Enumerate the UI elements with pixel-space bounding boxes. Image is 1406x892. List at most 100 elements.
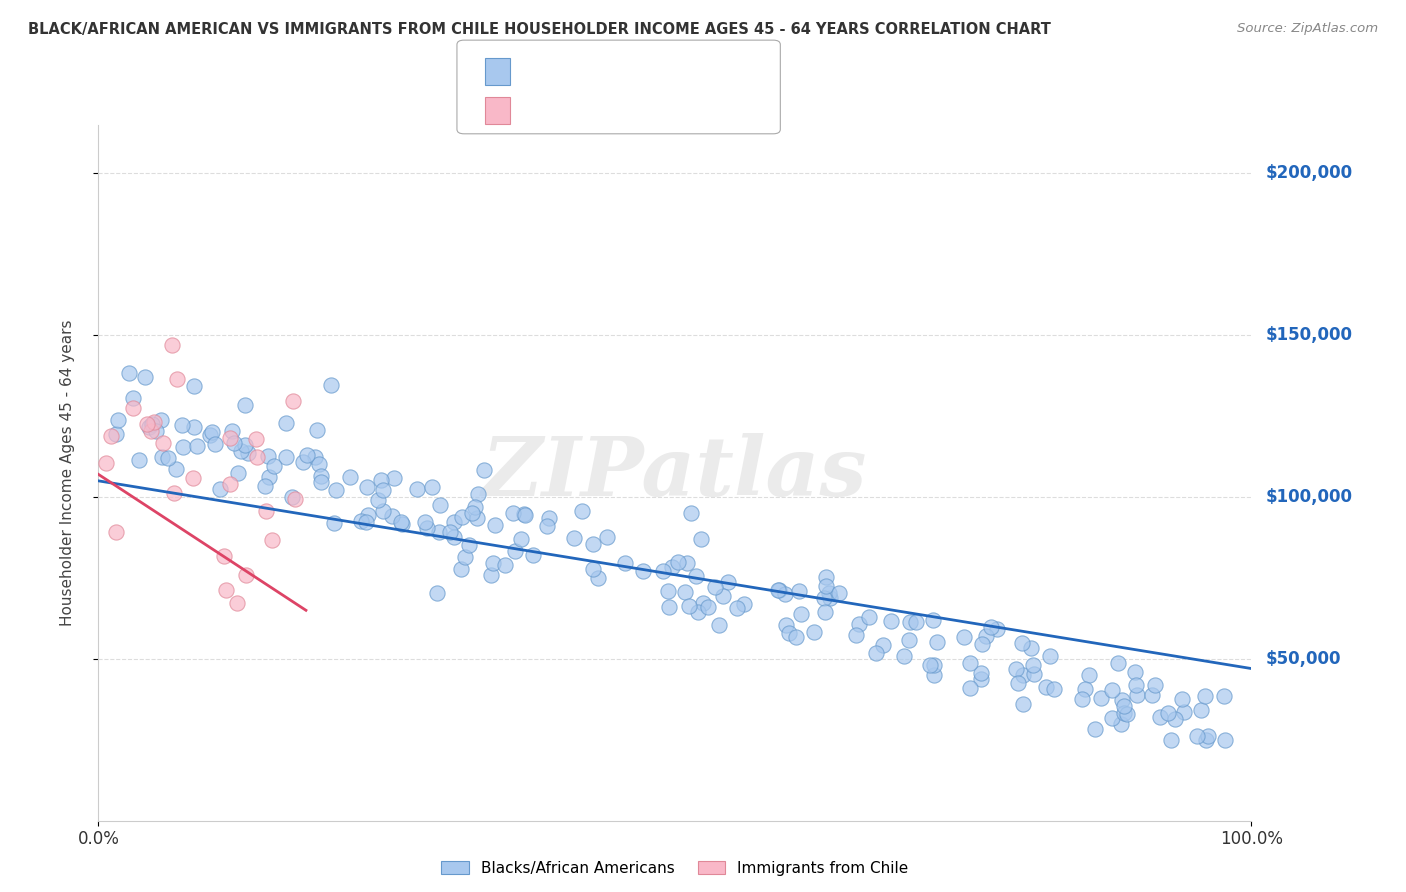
Point — [1187, 729, 1209, 743]
Point — [284, 491, 307, 506]
Point — [1189, 703, 1212, 717]
Point — [1194, 689, 1216, 703]
Point — [256, 449, 278, 463]
Point — [1101, 710, 1123, 724]
Point — [897, 632, 920, 647]
Point — [814, 606, 837, 620]
Point — [186, 439, 208, 453]
Point — [118, 366, 141, 380]
Point — [1071, 692, 1094, 706]
Point — [122, 391, 145, 405]
Text: R =: R = — [522, 64, 557, 79]
Point — [980, 620, 1002, 634]
Point — [666, 555, 689, 569]
Point — [970, 673, 993, 687]
Point — [100, 429, 122, 443]
Point — [235, 397, 257, 411]
Point — [254, 504, 277, 518]
Point — [502, 506, 524, 520]
Point — [152, 436, 174, 450]
Point — [1157, 706, 1180, 721]
Point — [389, 515, 412, 529]
Point — [658, 599, 681, 614]
Point — [513, 508, 536, 522]
Point — [785, 630, 807, 644]
Point — [1197, 730, 1219, 744]
Y-axis label: Householder Income Ages 45 - 64 years: Householder Income Ages 45 - 64 years — [60, 319, 75, 626]
Point — [181, 471, 204, 485]
Point — [1125, 665, 1147, 679]
Point — [350, 514, 373, 528]
Point — [1173, 705, 1195, 719]
Point — [1116, 706, 1139, 721]
Point — [1101, 682, 1123, 697]
Text: N =: N = — [637, 103, 673, 119]
Point — [920, 658, 942, 673]
Point — [405, 482, 427, 496]
Point — [356, 480, 378, 494]
Point — [262, 533, 284, 548]
Point — [150, 413, 173, 427]
Point — [586, 571, 609, 585]
Point — [354, 515, 377, 529]
Point — [898, 615, 921, 629]
Point — [1012, 668, 1035, 682]
Point — [325, 483, 347, 497]
Point — [1039, 649, 1062, 664]
Point — [1213, 732, 1236, 747]
Point — [1084, 722, 1107, 736]
Point — [562, 531, 585, 545]
Point — [1012, 698, 1035, 712]
Text: $150,000: $150,000 — [1265, 326, 1353, 344]
Point — [235, 568, 257, 582]
Point — [467, 486, 489, 500]
Point — [1035, 680, 1057, 694]
Point — [582, 537, 605, 551]
Point — [309, 475, 332, 490]
Point — [1109, 716, 1132, 731]
Point — [426, 585, 449, 599]
Point — [614, 556, 637, 570]
Point — [904, 615, 927, 629]
Point — [709, 618, 731, 632]
Point — [157, 450, 180, 465]
Legend: Blacks/African Americans, Immigrants from Chile: Blacks/African Americans, Immigrants fro… — [441, 861, 908, 876]
Point — [224, 436, 246, 450]
Point — [679, 506, 702, 520]
Point — [1077, 667, 1099, 681]
Point — [204, 436, 226, 450]
Point — [1112, 699, 1135, 714]
Point — [924, 658, 946, 673]
Point — [307, 423, 329, 437]
Point — [257, 470, 280, 484]
Point — [245, 432, 267, 446]
Text: -0.832: -0.832 — [561, 64, 616, 79]
Point — [845, 628, 868, 642]
Point — [229, 444, 252, 458]
Point — [198, 428, 221, 442]
Point — [858, 609, 880, 624]
Text: $200,000: $200,000 — [1265, 164, 1353, 183]
Point — [865, 646, 887, 660]
Point — [135, 417, 157, 431]
Point — [820, 591, 842, 606]
Point — [309, 468, 332, 483]
Point — [472, 463, 495, 477]
Point — [717, 575, 740, 590]
Text: R =: R = — [522, 103, 557, 119]
Point — [201, 425, 224, 439]
Point — [1005, 662, 1028, 676]
Point — [959, 657, 981, 671]
Point — [254, 479, 277, 493]
Point — [139, 424, 162, 438]
Point — [391, 516, 413, 531]
Point — [893, 648, 915, 663]
Point — [94, 456, 117, 470]
Point — [676, 557, 699, 571]
Point — [775, 587, 797, 601]
Point — [429, 498, 451, 512]
Point — [263, 459, 285, 474]
Point — [1021, 640, 1043, 655]
Point — [183, 419, 205, 434]
Point — [141, 417, 163, 432]
